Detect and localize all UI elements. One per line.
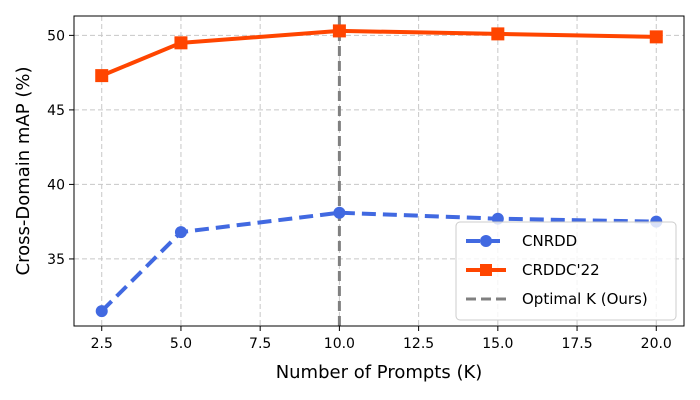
x-tick-label: 10.0 <box>324 336 355 352</box>
tick-layer: 2.5 5.0 7.5 10.0 12.5 15.0 17.5 20.0 35 40 45 50 <box>47 28 672 352</box>
legend: CNRDD CRDDC'22 Optimal K (Ours) <box>455 221 677 321</box>
legend-marker-cnrdd <box>480 235 492 247</box>
x-tick-label: 20.0 <box>641 336 672 352</box>
legend-label-optimal-k: Optimal K (Ours) <box>522 290 648 308</box>
x-tick-label: 12.5 <box>403 336 434 352</box>
series-layer <box>95 24 663 318</box>
data-point-crddc22 <box>95 69 109 83</box>
y-tick-label: 35 <box>47 252 65 268</box>
x-tick-label: 15.0 <box>482 336 513 352</box>
y-axis-title: Cross-Domain mAP (%) <box>13 67 34 276</box>
data-point-cnrdd <box>333 206 346 219</box>
x-tick-label: 2.5 <box>91 336 113 352</box>
y-tick-label: 50 <box>47 28 65 44</box>
legend-item-cnrdd: CNRDD <box>466 232 577 250</box>
x-tick-label: 5.0 <box>170 336 192 352</box>
x-tick-label: 17.5 <box>561 336 592 352</box>
x-axis-title: Number of Prompts (K) <box>276 362 483 383</box>
legend-marker-crddc22 <box>480 264 492 276</box>
y-tick-label: 40 <box>47 177 65 193</box>
legend-box <box>455 221 677 321</box>
y-tick-label: 45 <box>47 103 65 119</box>
plot-frame <box>73 15 685 327</box>
legend-label-crddc22: CRDDC'22 <box>522 261 600 279</box>
series-line-cnrdd <box>100 210 657 313</box>
legend-item-optimal-k: Optimal K (Ours) <box>466 290 648 308</box>
data-point-crddc22 <box>491 27 505 41</box>
data-point-crddc22 <box>332 24 346 38</box>
data-point-cnrdd <box>95 305 108 318</box>
data-point-cnrdd <box>174 226 187 239</box>
data-point-crddc22 <box>174 36 188 50</box>
legend-item-crddc22: CRDDC'22 <box>466 261 600 279</box>
x-tick-label: 7.5 <box>249 336 271 352</box>
legend-label-cnrdd: CNRDD <box>522 232 577 250</box>
data-point-crddc22 <box>649 30 663 44</box>
